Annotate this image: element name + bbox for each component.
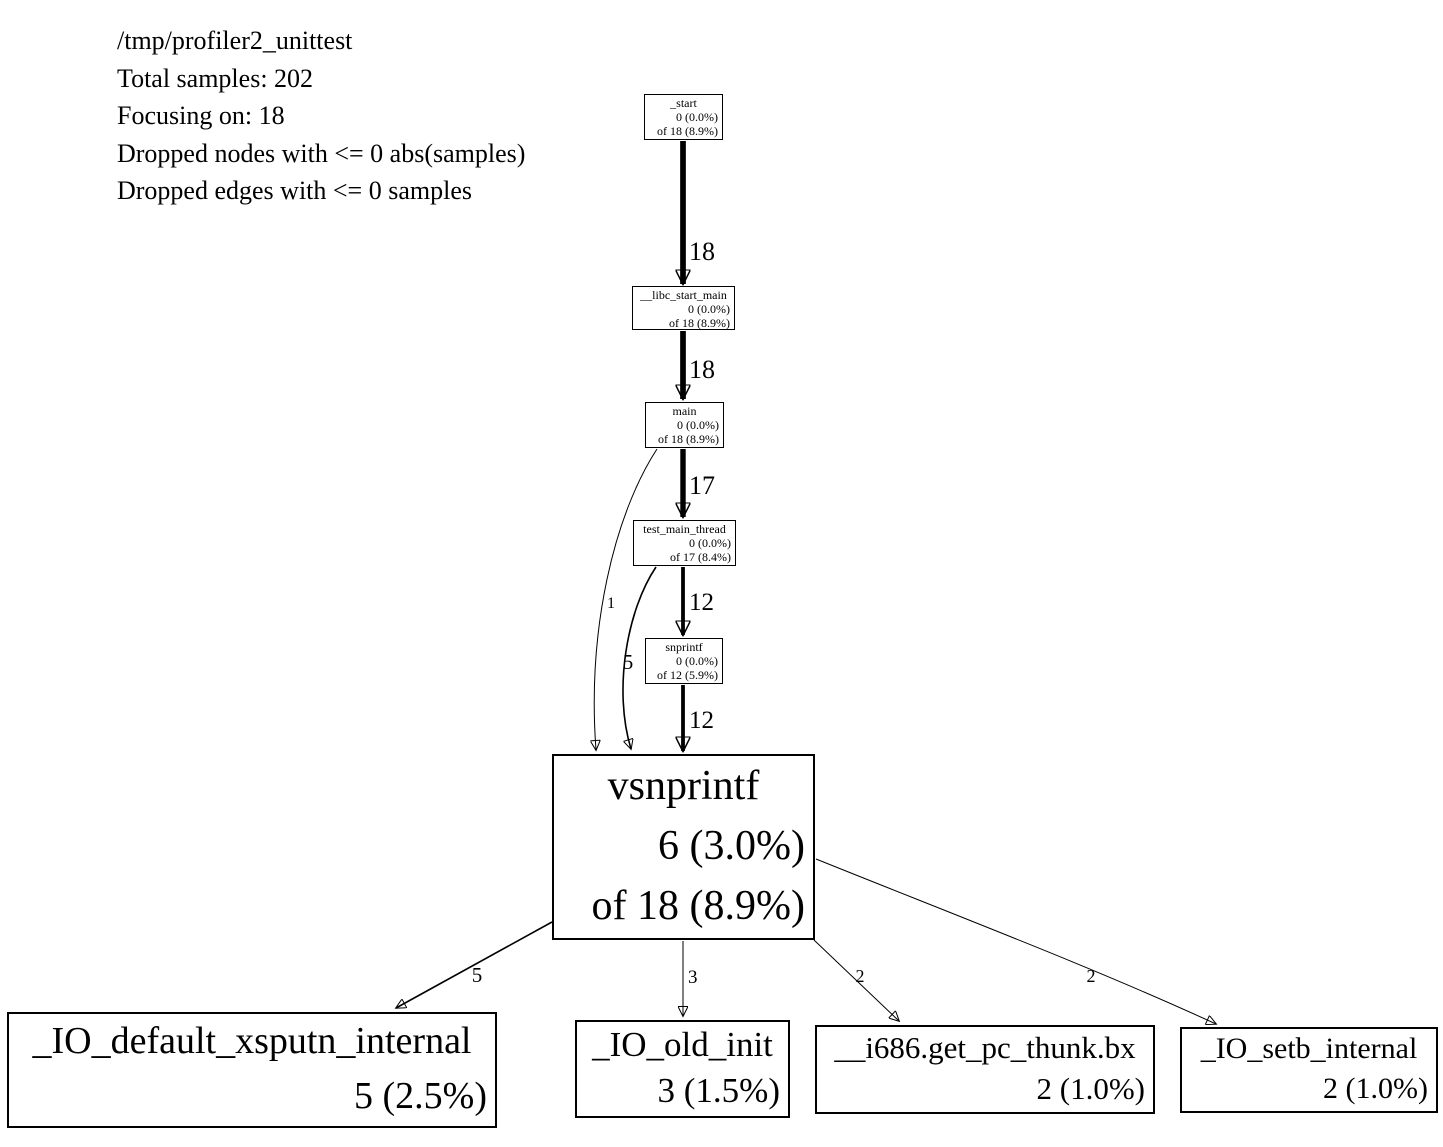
edge-vsnprintf-to-io-setb	[815, 858, 1216, 1024]
edge-label: 17	[689, 471, 715, 500]
node-io-default-xsputn-internal: _IO_default_xsputn_internal 5 (2.5%)	[7, 1012, 497, 1128]
node-function-name: vsnprintf	[607, 763, 760, 809]
node-vsnprintf: vsnprintf 6 (3.0%) of 18 (8.9%)	[552, 754, 815, 940]
node-function-name: _IO_setb_internal	[1200, 1032, 1418, 1065]
edge-label: 12	[689, 707, 714, 734]
edge-label: 2	[1087, 966, 1096, 986]
node-self-samples: 6 (3.0%)	[658, 823, 805, 869]
node-total-samples: of 18 (8.9%)	[591, 883, 805, 929]
node-io-old-init: _IO_old_init 3 (1.5%)	[575, 1020, 790, 1118]
edge-label: 12	[689, 589, 714, 616]
node-libc-start-main: __libc_start_main 0 (0.0%) of 18 (8.9%)	[632, 286, 735, 330]
node-self-samples: 0 (0.0%)	[677, 418, 719, 432]
node-total-samples: of 17 (8.4%)	[670, 550, 731, 564]
dropped-nodes-line: Dropped nodes with <= 0 abs(samples)	[117, 138, 526, 168]
dropped-edges-line: Dropped edges with <= 0 samples	[117, 176, 472, 206]
node-self-samples: 5 (2.5%)	[354, 1075, 487, 1117]
node-total-samples: of 18 (8.9%)	[669, 316, 730, 330]
node-function-name: __i686.get_pc_thunk.bx	[834, 1030, 1136, 1065]
node-io-setb-internal: _IO_setb_internal 2 (1.0%)	[1180, 1027, 1438, 1113]
edge-vsnprintf-to-io-default-xsputn	[396, 921, 553, 1008]
focusing-on-line: Focusing on: 18	[117, 101, 285, 131]
node-snprintf: snprintf 0 (0.0%) of 12 (5.9%)	[645, 638, 723, 684]
node-main: main 0 (0.0%) of 18 (8.9%)	[645, 402, 724, 448]
node-i686-get-pc-thunk: __i686.get_pc_thunk.bx 2 (1.0%)	[815, 1025, 1155, 1114]
node-function-name: _IO_old_init	[592, 1025, 773, 1064]
node-total-samples: of 12 (5.9%)	[657, 668, 718, 682]
node-test-main-thread: test_main_thread 0 (0.0%) of 17 (8.4%)	[633, 520, 736, 566]
node-self-samples: 3 (1.5%)	[657, 1071, 780, 1110]
edge-label: 1	[607, 595, 615, 612]
node-self-samples: 0 (0.0%)	[688, 302, 730, 316]
node-total-samples: of 18 (8.9%)	[658, 432, 719, 446]
profile-binary-path: /tmp/profiler2_unittest	[117, 26, 353, 55]
edge-label: 18	[689, 355, 715, 384]
node-self-samples: 0 (0.0%)	[676, 110, 718, 124]
node-start: _start 0 (0.0%) of 18 (8.9%)	[644, 94, 723, 140]
edge-vsnprintf-to-i686-thunk	[813, 939, 899, 1021]
node-total-samples: of 18 (8.9%)	[657, 124, 718, 138]
node-function-name: test_main_thread	[643, 522, 726, 536]
node-function-name: main	[672, 404, 697, 418]
total-samples-line: Total samples: 202	[117, 63, 314, 93]
node-function-name: _IO_default_xsputn_internal	[32, 1020, 472, 1062]
node-self-samples: 2 (1.0%)	[1323, 1072, 1428, 1105]
node-function-name: snprintf	[665, 640, 703, 654]
node-self-samples: 2 (1.0%)	[1036, 1071, 1145, 1106]
graph-header: /tmp/profiler2_unittest Total samples: 2…	[117, 22, 525, 210]
node-function-name: __libc_start_main	[640, 288, 727, 302]
edge-label: 2	[856, 966, 865, 986]
edge-label: 18	[689, 237, 715, 266]
node-self-samples: 0 (0.0%)	[689, 536, 731, 550]
edge-label: 5	[623, 650, 634, 674]
edge-test-main-thread-to-vsnprintf	[622, 566, 657, 749]
node-function-name: _start	[670, 96, 697, 110]
edge-label: 5	[472, 963, 483, 987]
node-self-samples: 0 (0.0%)	[676, 654, 718, 668]
edge-main-to-vsnprintf	[594, 448, 658, 750]
edge-label: 3	[688, 967, 698, 988]
